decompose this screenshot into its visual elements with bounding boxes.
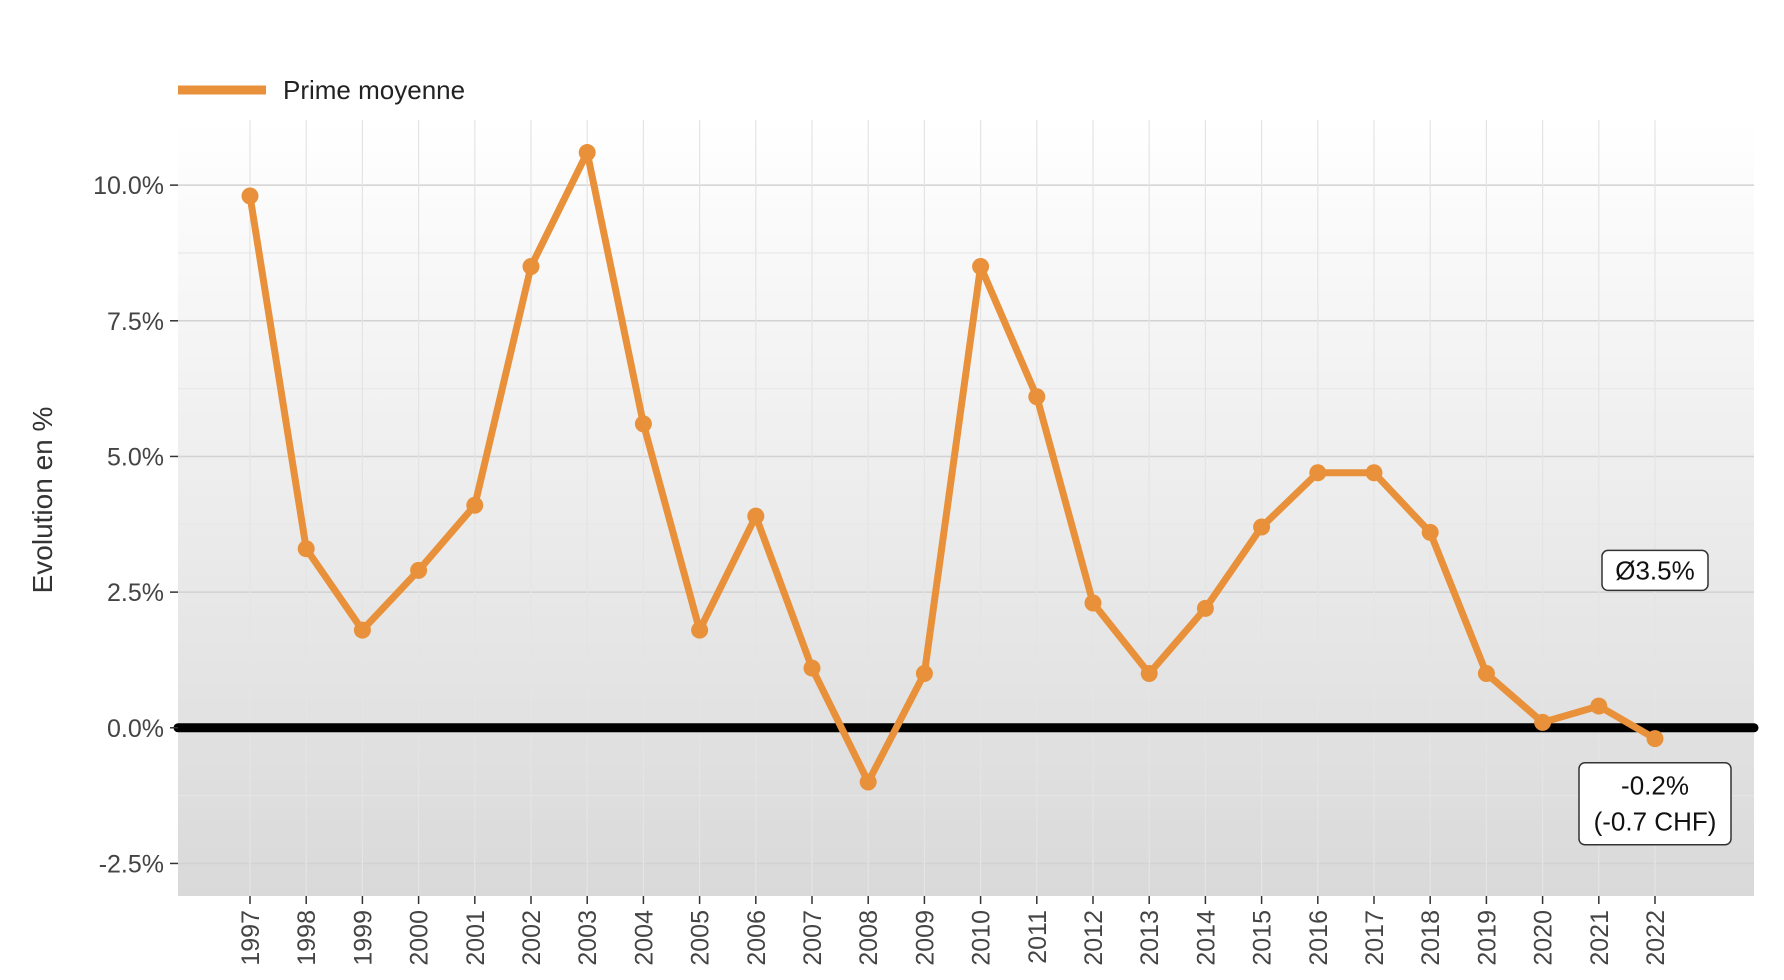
y-tick-label: 0.0% [107, 715, 164, 743]
data-point [1646, 730, 1664, 748]
data-point [241, 187, 259, 205]
x-tick-label: 2011 [1024, 910, 1052, 964]
data-point [1590, 697, 1608, 715]
x-tick-label: 2006 [743, 910, 771, 966]
x-tick-label: 2017 [1361, 910, 1389, 966]
y-tick-label: 2.5% [107, 579, 164, 607]
data-point [522, 258, 540, 276]
plot-panel [178, 120, 1754, 896]
data-point [1365, 464, 1383, 482]
grid-lines [178, 120, 1754, 896]
data-point [1309, 464, 1327, 482]
annotation-box [1578, 761, 1732, 846]
y-tick-label: -2.5% [99, 850, 164, 878]
x-tick-label: 2003 [574, 910, 602, 966]
series-line [246, 149, 1659, 786]
y-axis-title: Evolution en % [27, 407, 58, 594]
legend: Prime moyenne [178, 75, 465, 105]
x-tick-label: 2000 [406, 910, 434, 966]
x-tick-label: 2008 [855, 910, 883, 966]
x-tick-label: 2005 [687, 910, 715, 966]
x-tick-label: 2020 [1530, 910, 1558, 966]
x-tick-label: 2014 [1192, 910, 1220, 966]
x-tick-label: 2022 [1642, 910, 1670, 966]
x-tick-label: 2018 [1417, 910, 1445, 966]
data-point [410, 561, 428, 579]
data-point [803, 659, 821, 677]
data-point [1421, 523, 1439, 541]
x-tick-label: 2012 [1080, 910, 1108, 966]
data-point [1477, 665, 1495, 683]
y-axis: -2.5% 0.0% 2.5% 5.0% 7.5% 10.0% [93, 172, 178, 878]
x-tick-label: 2007 [799, 910, 827, 966]
legend-label: Prime moyenne [283, 75, 465, 105]
data-point [1028, 388, 1046, 406]
data-point [972, 258, 990, 276]
y-tick-label: 5.0% [107, 443, 164, 471]
x-tick-label: 2013 [1136, 910, 1164, 966]
data-point [634, 415, 652, 433]
annotations: Ø3.5% -0.2% (-0.7 CHF) [1578, 549, 1732, 846]
x-tick-label: 2019 [1473, 910, 1501, 966]
x-tick-label: 2016 [1305, 910, 1333, 966]
data-point [466, 496, 484, 514]
x-tick-label: 2015 [1249, 910, 1277, 966]
data-point [915, 665, 933, 683]
x-tick-label: 2021 [1586, 910, 1614, 966]
x-tick-label: 2001 [462, 910, 490, 966]
data-point [747, 507, 765, 525]
x-tick-label: 2004 [630, 910, 658, 966]
data-point [859, 773, 877, 791]
annotation-label: Ø3.5% [1615, 555, 1695, 585]
data-point [1084, 594, 1102, 612]
x-tick-label: 1998 [293, 910, 321, 966]
x-tick-label: 1997 [237, 910, 265, 966]
data-point [297, 540, 315, 558]
data-point [1140, 665, 1158, 683]
y-tick-label: 10.0% [93, 172, 164, 200]
y-tick-label: 7.5% [107, 308, 164, 336]
annotation-label: -0.2% [1621, 771, 1689, 801]
series-layer [241, 144, 1664, 791]
x-tick-label: 2002 [518, 910, 546, 966]
data-point [691, 621, 709, 639]
data-point [353, 621, 371, 639]
x-tick-label: 2010 [968, 910, 996, 966]
data-point [1253, 518, 1271, 536]
annotation-box [1601, 549, 1709, 592]
x-axis: 1997 1998 1999 2000 2001 2002 2003 2004 2005 2006… [237, 896, 1670, 966]
x-tick-label: 2009 [911, 910, 939, 966]
data-point [578, 144, 596, 162]
annotation-label: (-0.7 CHF) [1594, 807, 1717, 837]
x-tick-label: 1999 [349, 910, 377, 966]
data-point [1196, 599, 1214, 617]
data-point [1534, 713, 1552, 731]
